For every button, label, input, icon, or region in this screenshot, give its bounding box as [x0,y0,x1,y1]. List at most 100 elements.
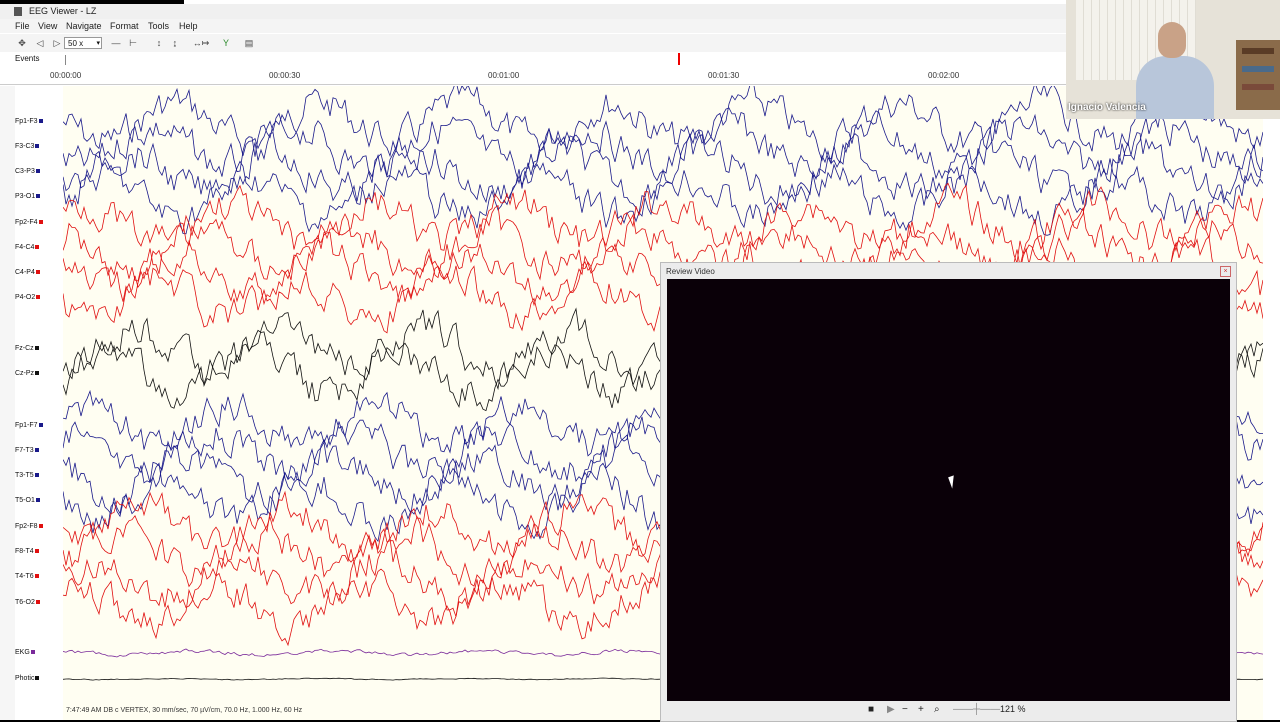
video-screen[interactable] [667,279,1230,701]
speed-value: 50 x [68,39,84,48]
events-row: Events [0,52,1066,66]
channel-label[interactable]: Photic [15,675,40,682]
play-back-icon[interactable]: ◁ [36,38,44,48]
event-marker[interactable] [678,53,680,65]
channel-name: T4-T6 [15,573,34,580]
timeline-tick: 00:02:00 [928,71,960,80]
channel-name: C4-P4 [15,269,35,276]
menu-navigate[interactable]: Navigate [66,21,102,31]
channel-name: F4-C4 [15,244,35,251]
channel-name: Fp1-F3 [15,118,38,125]
channel-color-dot [30,650,35,655]
channel-name: T3-T5 [15,472,34,479]
timeline-tick: 00:01:30 [708,71,740,80]
arrows-icon[interactable]: ✥ [18,38,26,48]
channel-label[interactable]: Cz-Pz [15,370,40,377]
menu-file[interactable]: File [15,21,30,31]
channel-color-dot [36,295,41,300]
channel-color-dot [35,270,40,275]
channel-color-dot [38,220,43,225]
menu-view[interactable]: View [38,21,58,31]
channel-color-dot [35,144,40,149]
channel-label[interactable]: F7-T3 [15,447,39,454]
menu-bar: File View Navigate Format Tools Help [0,19,1066,33]
magnify-icon[interactable]: ⌕ [934,704,940,715]
channel-label[interactable]: C4-P4 [15,269,40,276]
presenter-name: Ignacio Valencia [1068,102,1146,113]
left-gutter [0,86,15,720]
vertical-scale-icon[interactable]: ↕ [156,38,162,48]
channel-name: Fp1-F7 [15,422,38,429]
menu-tools[interactable]: Tools [148,21,170,31]
channel-name: Cz-Pz [15,370,35,377]
timebase-icon[interactable]: ↔↦ [192,38,210,48]
channel-label[interactable]: T6-O2 [15,599,40,606]
channel-name: P3-O1 [15,193,36,200]
channel-color-dot [36,194,41,199]
channel-name: F3-C3 [15,143,35,150]
timeline[interactable]: 00:00:00 00:00:30 00:01:00 00:01:30 00:0… [0,66,1066,85]
jump-start-icon[interactable]: ⊢ [129,38,137,48]
channel-label[interactable]: P4-O2 [15,294,41,301]
speed-select[interactable]: 50 x ▾ [64,37,102,49]
channel-color-dot [38,119,43,124]
channel-color-dot [38,423,43,428]
channel-label[interactable]: EKG [15,649,35,656]
channel-label[interactable]: T3-T5 [15,472,39,479]
eeg-trace [63,86,1263,162]
eeg-trace [63,107,1263,185]
channel-name: T5-O1 [15,497,35,504]
top-strip [0,0,184,4]
channel-label[interactable]: T4-T6 [15,573,39,580]
channel-label[interactable]: Fp1-F7 [15,422,43,429]
eeg-trace [63,182,1263,264]
webcam-feed: Ignacio Valencia [1066,0,1280,119]
chevron-down-icon: ▾ [96,40,100,47]
minus-icon[interactable]: — [111,38,121,48]
channel-label[interactable]: F3-C3 [15,143,40,150]
play-forward-icon[interactable]: ▷ [53,38,61,48]
channel-label[interactable]: C3-P3 [15,168,40,175]
menu-format[interactable]: Format [110,21,139,31]
close-icon[interactable]: × [1220,266,1231,277]
channel-label[interactable]: Fz-Cz [15,345,39,352]
channel-name: Fp2-F4 [15,219,38,226]
review-video-panel[interactable]: Review Video × ■ ▶ − + ⌕ ——┼—— 121 % [660,262,1237,722]
play-icon[interactable]: ▶ [887,704,895,715]
timeline-cursor[interactable] [65,55,66,65]
channel-label[interactable]: F8-T4 [15,548,39,555]
channel-color-dot [35,498,40,503]
channel-label[interactable]: Fp2-F8 [15,523,43,530]
channel-name: Photic [15,675,35,682]
channel-label[interactable]: Fp1-F3 [15,118,43,125]
filter-icon[interactable]: Y [222,38,229,48]
title-bar: EEG Viewer - LZ [0,4,1066,19]
channel-name: P4-O2 [15,294,36,301]
channel-color-dot [35,169,40,174]
events-label: Events [15,54,40,63]
toolbar: ✥ ◁ ▷ 50 x ▾ — ⊢ ↕ ↨ ↔↦ Y ▤ [0,34,1066,53]
channel-name: Fp2-F8 [15,523,38,530]
channel-name: Fz-Cz [15,345,34,352]
channel-label[interactable]: T5-O1 [15,497,40,504]
video-controls: ■ ▶ − + ⌕ ——┼—— 121 % [661,703,1236,721]
zoom-out-icon[interactable]: − [902,704,908,715]
stop-icon[interactable]: ■ [868,704,875,715]
channel-label[interactable]: F4-C4 [15,244,40,251]
amplitude-icon[interactable]: ↨ [172,38,178,48]
eeg-trace [63,204,1263,287]
zoom-slider[interactable]: ——┼—— [953,704,1001,715]
menu-help[interactable]: Help [179,21,198,31]
zoom-level: 121 % [1000,704,1026,714]
channel-color-dot [35,600,40,605]
channel-color-dot [34,448,39,453]
channel-name: T6-O2 [15,599,35,606]
channel-label[interactable]: P3-O1 [15,193,41,200]
channel-color-dot [34,346,39,351]
notes-icon[interactable]: ▤ [244,38,254,48]
channel-label[interactable]: Fp2-F4 [15,219,43,226]
status-text: 7:47:49 AM DB c VERTEX, 30 mm/sec, 70 µV… [66,707,303,714]
zoom-in-icon[interactable]: + [918,704,924,715]
app-icon [14,7,22,16]
